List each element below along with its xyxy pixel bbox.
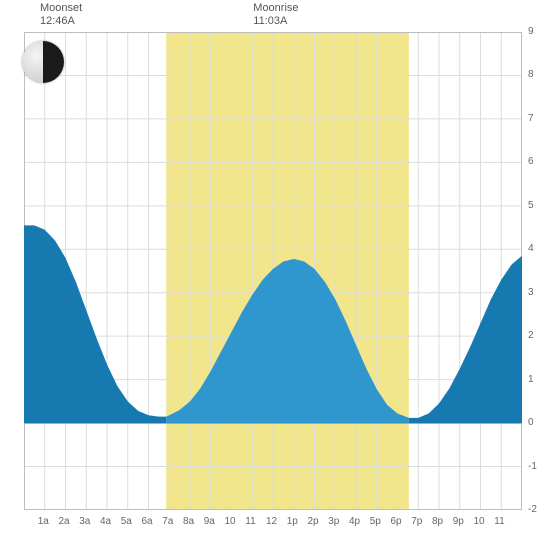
x-tick-label: 3p <box>328 516 339 527</box>
moonset-label-block: Moonset 12:46A <box>40 2 82 28</box>
x-tick-label: 1a <box>38 516 49 527</box>
x-tick-label: 1p <box>287 516 298 527</box>
y-tick-label: 8 <box>528 69 534 80</box>
moonset-label: Moonset <box>40 2 82 15</box>
x-tick-label: 12 <box>266 516 277 527</box>
moon-phase-icon <box>22 41 64 83</box>
tide-chart-svg <box>24 32 522 510</box>
moonrise-time: 11:03A <box>253 15 298 28</box>
x-tick-label: 9a <box>204 516 215 527</box>
x-tick-label: 11 <box>494 516 504 527</box>
x-tick-label: 10 <box>225 516 236 527</box>
y-tick-label: 1 <box>528 374 534 385</box>
moon-shadow <box>43 41 64 83</box>
x-tick-label: 6p <box>391 516 402 527</box>
y-tick-label: 9 <box>528 26 534 37</box>
moonset-time: 12:46A <box>40 15 82 28</box>
y-tick-label: 0 <box>528 417 534 428</box>
x-tick-label: 8p <box>432 516 443 527</box>
y-tick-label: 6 <box>528 156 534 167</box>
moonrise-label-block: Moonrise 11:03A <box>253 2 298 28</box>
x-tick-label: 7a <box>162 516 173 527</box>
y-tick-label: -1 <box>528 461 537 472</box>
x-tick-label: 11 <box>245 516 255 527</box>
x-tick-label: 5p <box>370 516 381 527</box>
moonrise-label: Moonrise <box>253 2 298 15</box>
x-tick-label: 10 <box>474 516 485 527</box>
x-tick-label: 4a <box>100 516 111 527</box>
y-tick-label: -2 <box>528 504 537 515</box>
x-tick-label: 4p <box>349 516 360 527</box>
x-tick-label: 3a <box>79 516 90 527</box>
y-tick-label: 7 <box>528 113 534 124</box>
x-tick-label: 2a <box>59 516 70 527</box>
y-tick-label: 2 <box>528 330 534 341</box>
x-tick-label: 7p <box>411 516 422 527</box>
x-tick-label: 6a <box>142 516 153 527</box>
x-tick-label: 2p <box>308 516 319 527</box>
x-tick-label: 5a <box>121 516 132 527</box>
x-tick-label: 8a <box>183 516 194 527</box>
y-tick-label: 4 <box>528 243 534 254</box>
y-tick-label: 3 <box>528 287 534 298</box>
y-tick-label: 5 <box>528 200 534 211</box>
tide-chart <box>24 32 522 510</box>
x-tick-label: 9p <box>453 516 464 527</box>
